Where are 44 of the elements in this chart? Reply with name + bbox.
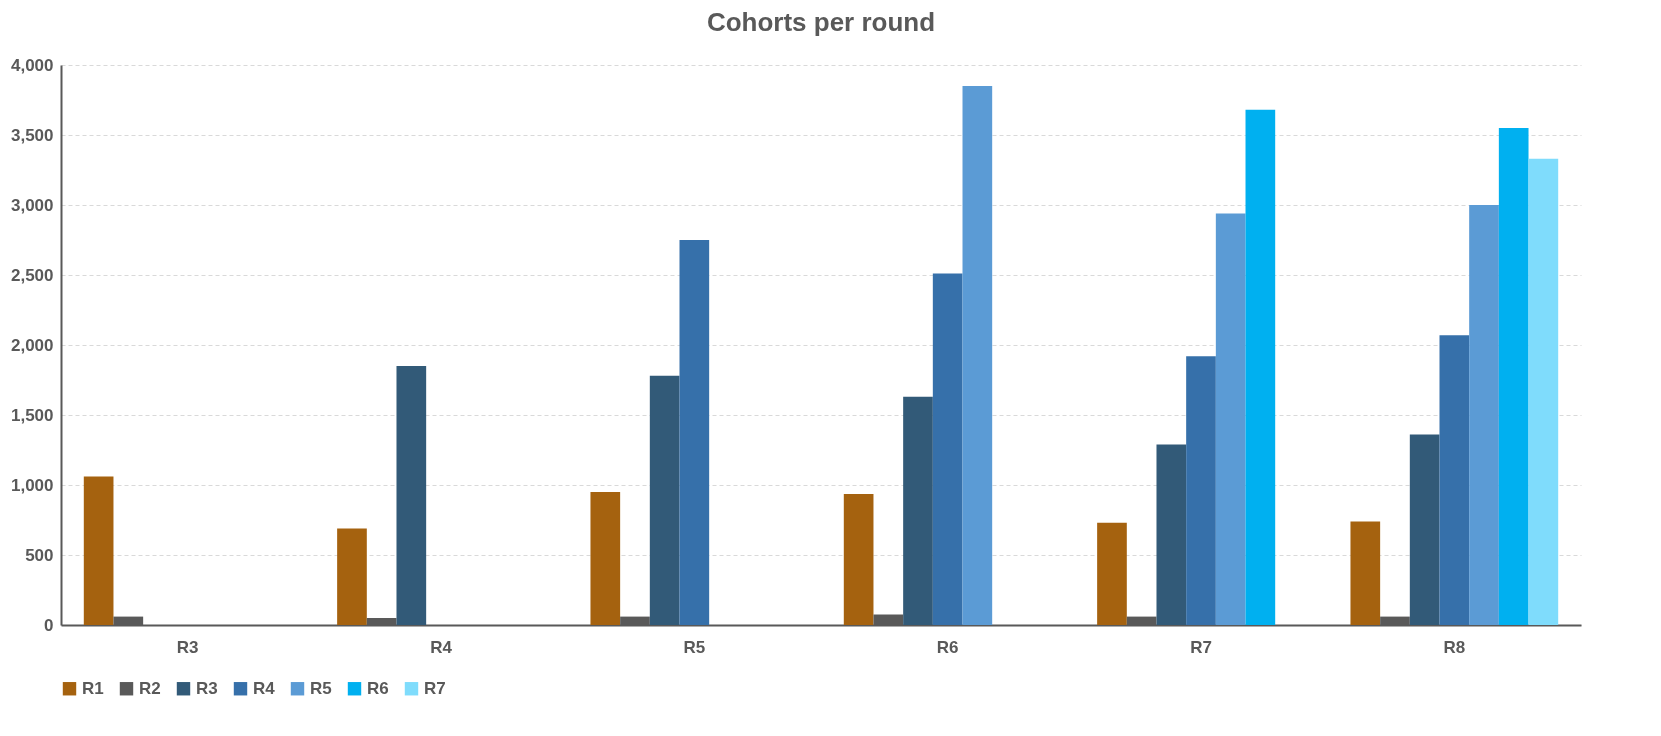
x-tick-label: R8	[1443, 637, 1466, 657]
bar	[337, 528, 367, 625]
chart-title: Cohorts per round	[706, 7, 936, 37]
y-tick-label: 1,500	[10, 405, 54, 425]
bar	[843, 494, 874, 625]
legend-label: R7	[424, 678, 446, 698]
bar	[679, 240, 710, 625]
legend-label: R1	[82, 678, 104, 698]
bar	[1469, 205, 1499, 625]
legend-label: R3	[196, 678, 218, 698]
y-tick-label: 4,000	[10, 55, 54, 75]
bar	[1409, 434, 1440, 625]
bar	[1528, 158, 1559, 625]
y-tick-label: 2,500	[10, 265, 54, 285]
legend-label: R2	[139, 678, 161, 698]
x-tick-label: R4	[430, 637, 453, 657]
x-tick-label: R5	[683, 637, 706, 657]
bar	[903, 396, 933, 625]
bar	[932, 273, 963, 625]
x-tick-label: R6	[936, 637, 959, 657]
bar	[1439, 335, 1470, 625]
y-tick-label: 1,000	[10, 475, 54, 495]
bar	[1498, 128, 1529, 625]
y-tick-label: 3,000	[10, 195, 54, 215]
bar	[396, 366, 427, 625]
bar	[1350, 521, 1381, 625]
bar	[1156, 444, 1187, 625]
legend-label: R5	[310, 678, 332, 698]
x-tick-label: R3	[176, 637, 199, 657]
bar	[1245, 109, 1276, 625]
y-tick-label: 0	[44, 615, 54, 635]
x-tick-label: R7	[1190, 637, 1212, 657]
bar	[590, 492, 621, 625]
bar	[1186, 356, 1216, 625]
y-tick-label: 3,500	[10, 125, 54, 145]
legend-label: R4	[253, 678, 276, 698]
legend-label: R6	[367, 678, 389, 698]
bar	[1215, 213, 1246, 625]
bar	[962, 86, 993, 625]
y-tick-label: 500	[25, 545, 54, 565]
bar	[1097, 522, 1127, 625]
bar	[649, 375, 680, 625]
bar	[83, 476, 114, 625]
y-tick-label: 2,000	[10, 335, 54, 355]
